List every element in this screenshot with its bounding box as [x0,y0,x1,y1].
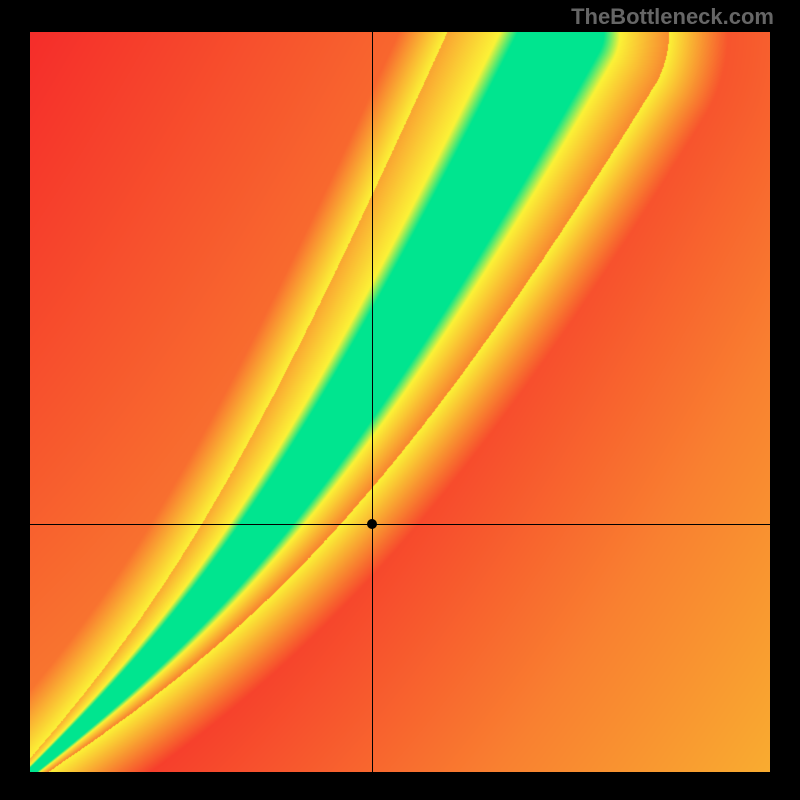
chart-area [30,32,770,772]
crosshair-horizontal [30,524,770,525]
crosshair-vertical [372,32,373,772]
watermark-text: TheBottleneck.com [571,4,774,30]
heatmap-canvas [30,32,770,772]
marker-dot [367,519,377,529]
